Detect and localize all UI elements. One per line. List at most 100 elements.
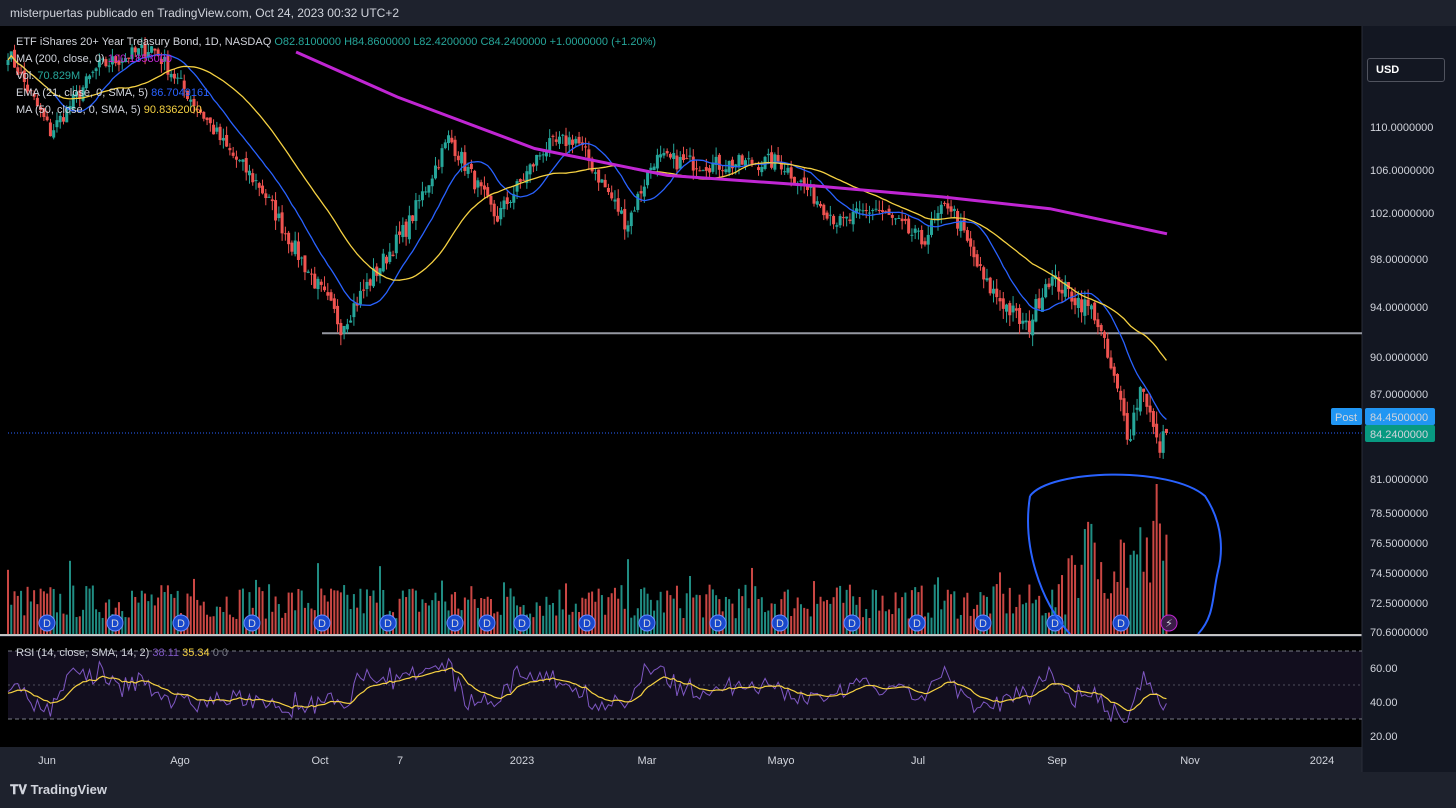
dividend-marker-circle: [908, 614, 926, 632]
footer-bar: 𝐓𝐕 TradingView: [0, 772, 1456, 808]
candle: [890, 212, 894, 226]
volume-bar: [734, 618, 737, 634]
candle-body: [313, 273, 317, 289]
candle: [1037, 288, 1041, 310]
chart-area[interactable]: DDDDDDDDDDDDDDDDDD⚡115.0000000110.000000…: [0, 26, 1456, 772]
candle-body: [1018, 307, 1022, 324]
currency-button[interactable]: USD: [1367, 58, 1445, 82]
volume-bar: [55, 612, 58, 634]
candle-body: [972, 246, 976, 258]
candle: [864, 203, 868, 219]
candle: [619, 206, 623, 215]
volume-bar: [662, 612, 665, 634]
candle-body: [466, 166, 470, 174]
volume-bar: [1034, 599, 1037, 634]
candle: [97, 53, 101, 76]
candle: [274, 192, 278, 230]
candle-body: [894, 218, 898, 220]
candle: [600, 178, 604, 183]
volume-bar: [1149, 582, 1152, 634]
candle: [1024, 313, 1028, 331]
volume-bar: [1145, 537, 1148, 634]
candle: [522, 173, 526, 181]
volume-bar: [1021, 604, 1024, 634]
candle: [1014, 303, 1018, 319]
volume-bar: [13, 591, 16, 634]
candle: [613, 190, 617, 210]
candle: [450, 129, 454, 144]
legend-part: 90.8362000: [144, 104, 202, 116]
candle: [1060, 279, 1064, 303]
volume-bar: [829, 603, 832, 634]
volume-bar: [613, 587, 616, 634]
candle-body: [1142, 388, 1146, 392]
candle: [231, 146, 235, 159]
candle-body: [332, 298, 336, 309]
candle: [117, 54, 121, 72]
volume-bar: [937, 577, 940, 634]
volume-bar: [705, 594, 708, 634]
candle: [1018, 304, 1022, 335]
volume-bar: [421, 599, 424, 634]
candle-body: [708, 168, 712, 173]
volume-bar: [607, 597, 610, 634]
volume-bar: [356, 607, 359, 634]
volume-bar: [274, 596, 277, 634]
volume-bar: [1025, 602, 1028, 634]
candle: [929, 211, 933, 238]
candle-body: [35, 97, 39, 107]
candle-body: [652, 166, 656, 171]
volume-bar: [255, 579, 258, 634]
candle: [94, 67, 98, 80]
volume-bar: [476, 607, 479, 634]
candle-body: [365, 281, 369, 290]
volume-bar: [597, 588, 600, 634]
volume-bar: [330, 588, 333, 634]
volume-bar: [202, 601, 205, 634]
candle: [665, 148, 669, 157]
volume-bar: [1155, 484, 1158, 634]
candle: [567, 131, 571, 154]
volume-bar: [1162, 560, 1165, 634]
volume-bar: [268, 584, 271, 634]
candle: [1109, 350, 1113, 370]
dividend-marker: D: [38, 614, 56, 632]
candle-body: [688, 155, 692, 157]
volume-bar: [193, 578, 196, 634]
candle-body: [1148, 405, 1152, 413]
chart-svg[interactable]: DDDDDDDDDDDDDDDDDD⚡115.0000000110.000000…: [0, 26, 1456, 772]
dividend-marker: D: [843, 614, 861, 632]
candle-body: [267, 196, 271, 198]
candle-body: [871, 210, 875, 212]
candle-body: [417, 200, 421, 202]
candle: [42, 107, 46, 121]
volume-bar: [1096, 579, 1099, 634]
candle: [199, 106, 203, 115]
volume-bar: [166, 585, 169, 634]
volume-bar: [258, 587, 261, 634]
candle-body: [965, 230, 969, 241]
candle-body: [1106, 338, 1110, 358]
candle-body: [1109, 357, 1113, 369]
candle: [358, 281, 362, 308]
dividend-marker-circle: [478, 614, 496, 632]
candle: [378, 267, 382, 284]
volume-bar: [666, 590, 669, 634]
volume-bar: [88, 588, 91, 634]
volume-bar: [470, 586, 473, 634]
volume-bar: [424, 602, 427, 634]
volume-bar: [1041, 615, 1044, 634]
candle-body: [146, 51, 150, 58]
dividend-marker: D: [106, 614, 124, 632]
candle: [401, 217, 405, 243]
candle-body: [199, 109, 203, 113]
candle: [192, 95, 196, 114]
candle-body: [633, 210, 637, 212]
volume-bar: [992, 586, 995, 634]
candle: [672, 143, 676, 169]
tradingview-brand[interactable]: 𝐓𝐕 TradingView: [10, 782, 107, 798]
candle: [309, 268, 313, 286]
candle-body: [828, 214, 832, 216]
candle-body: [695, 168, 699, 170]
candle: [182, 74, 186, 98]
